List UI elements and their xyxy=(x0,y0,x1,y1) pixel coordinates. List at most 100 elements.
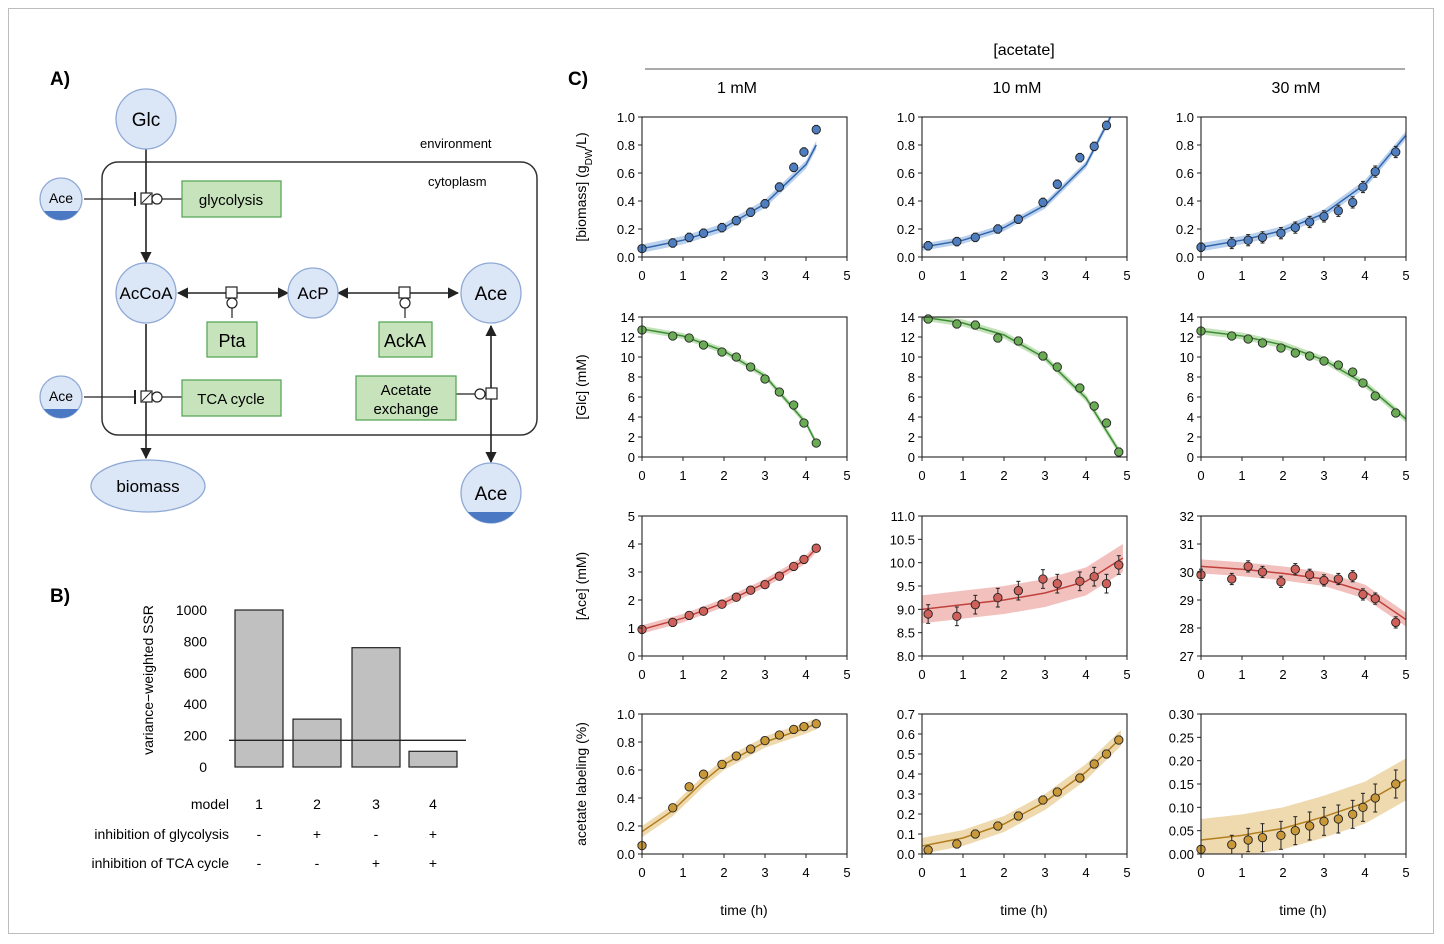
x-tick-label: 5 xyxy=(843,268,850,283)
data-point xyxy=(698,228,709,238)
y-tick-label: 0.3 xyxy=(897,787,915,802)
x-tick-label: 3 xyxy=(1320,468,1327,483)
data-point xyxy=(811,438,821,448)
x-tick-label: 5 xyxy=(1123,865,1130,880)
acetate-header: [acetate] xyxy=(993,42,1054,59)
data-point xyxy=(1101,120,1112,131)
data-point xyxy=(1257,338,1268,348)
data-point xyxy=(1114,447,1124,457)
y-tick-label: 0.6 xyxy=(897,166,915,181)
x-tick-label: 1 xyxy=(959,468,966,483)
model-number: 2 xyxy=(313,796,321,812)
data-point xyxy=(1358,802,1368,812)
ssr-bar xyxy=(234,609,284,768)
catalysis-circle-icon xyxy=(226,297,238,309)
panel-label-c: C) xyxy=(568,69,588,90)
y-tick-label: 1 xyxy=(628,621,635,636)
data-point xyxy=(1052,579,1062,589)
panel-frame xyxy=(641,515,848,657)
y-tick-label: 14 xyxy=(901,310,915,325)
x-tick-label: 5 xyxy=(843,468,850,483)
exchange-label-2: exchange xyxy=(373,401,438,418)
x-tick-label: 3 xyxy=(1320,268,1327,283)
pool-level-icon xyxy=(40,409,82,418)
data-point xyxy=(1013,586,1023,596)
y-tick-label: 1.0 xyxy=(1176,110,1194,125)
y-tick-label: 0.4 xyxy=(617,791,635,806)
y-tick-label: 1.0 xyxy=(617,110,635,125)
data-point xyxy=(1276,228,1286,238)
panel-frame xyxy=(1200,116,1407,258)
data-point xyxy=(1243,334,1253,344)
glc-label: Glc xyxy=(132,110,161,131)
data-point xyxy=(731,751,741,761)
x-tick-label: 5 xyxy=(1402,268,1409,283)
data-point xyxy=(760,579,770,590)
column-header: 30 mM xyxy=(1272,80,1321,97)
panel-frame xyxy=(641,713,848,855)
y-tick-label: 12 xyxy=(621,330,635,345)
data-point xyxy=(731,215,741,226)
data-point xyxy=(1114,560,1124,570)
data-point xyxy=(774,571,784,581)
pool-level-icon xyxy=(461,512,521,523)
data-point xyxy=(1243,561,1253,572)
data-point xyxy=(1243,235,1253,245)
data-point xyxy=(993,333,1003,343)
y-tick-label: 0.2 xyxy=(1176,222,1194,237)
y-tick-label: 1.0 xyxy=(617,707,635,722)
accoa-node xyxy=(115,262,177,324)
data-point xyxy=(1333,360,1344,370)
x-tick-label: 0 xyxy=(638,468,645,483)
x-tick-label: 3 xyxy=(761,468,768,483)
x-tick-label: 1 xyxy=(679,268,686,283)
x-tick-label: 5 xyxy=(1402,468,1409,483)
data-point xyxy=(1305,217,1315,227)
tca-inhibition-flag: + xyxy=(429,855,437,871)
x-tick-label: 3 xyxy=(1041,468,1048,483)
y-tick-label: 4 xyxy=(1187,410,1194,425)
y-tick-label: 0.05 xyxy=(1169,824,1194,839)
row-label-tca: inhibition of TCA cycle xyxy=(92,855,230,871)
data-point xyxy=(684,232,694,243)
ace-regulator-label: Ace xyxy=(49,388,73,404)
y-tick-label: 0 xyxy=(908,450,915,465)
data-point xyxy=(1075,773,1085,783)
y-tick-label: 0.0 xyxy=(617,847,635,862)
data-point xyxy=(1227,331,1237,341)
y-tick-label: 28 xyxy=(1180,621,1194,636)
data-point xyxy=(1276,577,1286,587)
glc-node xyxy=(115,88,177,150)
data-point xyxy=(760,374,770,384)
y-tick-label: 12 xyxy=(1180,330,1194,345)
ace-intracellular-node xyxy=(460,262,522,324)
fit-confidence-band xyxy=(922,730,1121,854)
y-tick-label: 0.8 xyxy=(617,138,635,153)
x-axis-label: time (h) xyxy=(720,902,767,918)
y-tick-label: 10 xyxy=(621,350,635,365)
model-number: 1 xyxy=(255,796,263,812)
x-tick-label: 3 xyxy=(761,865,768,880)
data-point xyxy=(746,585,756,595)
x-tick-label: 0 xyxy=(918,865,925,880)
y-tick-label: 2 xyxy=(628,593,635,608)
ace-regulator-label: Ace xyxy=(49,190,73,206)
data-point xyxy=(760,735,770,746)
data-point xyxy=(1391,147,1401,157)
data-point xyxy=(1052,362,1062,372)
data-point xyxy=(1276,830,1286,840)
catalysis-circle-icon xyxy=(151,391,163,403)
data-point xyxy=(717,759,727,770)
ssr-bar xyxy=(292,718,342,768)
x-tick-label: 2 xyxy=(1279,865,1286,880)
y-tick-label: 1.0 xyxy=(897,110,915,125)
data-point xyxy=(789,561,799,572)
y-tick-label: 5 xyxy=(628,509,635,524)
acetate-exchange-box xyxy=(355,375,457,421)
x-tick-label: 2 xyxy=(1279,667,1286,682)
pta-enzyme-box xyxy=(206,321,258,358)
x-axis-label: time (h) xyxy=(1000,902,1047,918)
data-point xyxy=(731,352,741,362)
data-point xyxy=(1052,179,1062,189)
time-course-panel: 0 1 2 3 4 5 0 1 2 3 4 5 xyxy=(628,509,851,682)
